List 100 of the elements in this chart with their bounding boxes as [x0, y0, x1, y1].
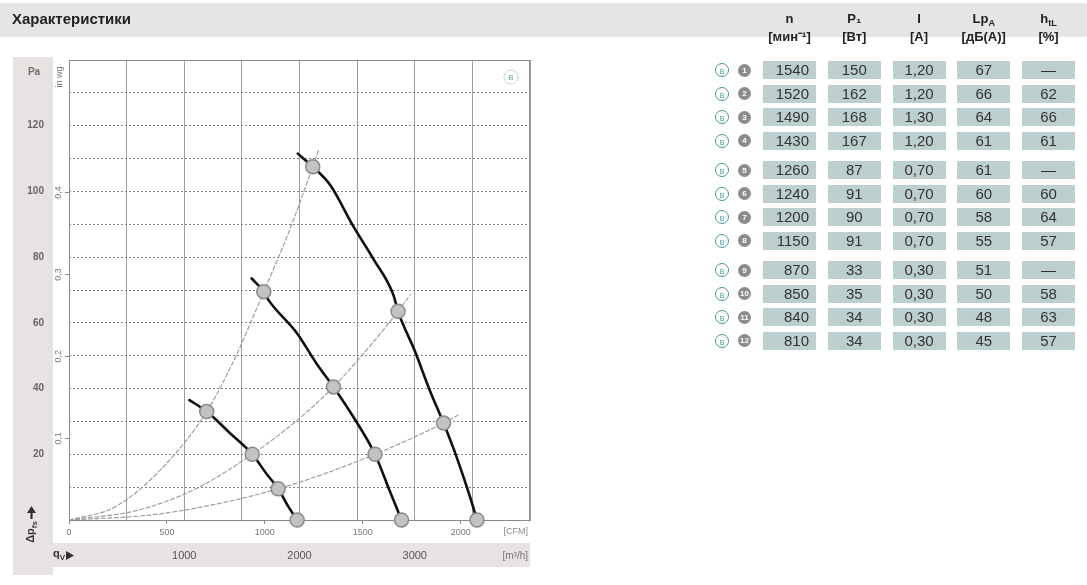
point [289, 512, 305, 528]
data-label: 1260 [775, 161, 809, 178]
data-label: 0,30 [904, 308, 934, 325]
y-tick-label: 10 [738, 287, 751, 300]
data-label: 1150 [776, 231, 809, 249]
x-tick-label: 1000 [172, 548, 197, 561]
data-label: 0,70 [904, 231, 934, 249]
y-tick-label: 1 [738, 63, 751, 77]
data-label: 1240 [775, 184, 809, 202]
x-tick-label: 3000 [402, 548, 427, 561]
y-tick-label: 11 [738, 310, 751, 324]
y-tick-label: 7 [738, 210, 751, 224]
x2-axis-title: [CFM] [503, 526, 528, 537]
data-label: 62 [1040, 84, 1057, 102]
data-label: 1,20 [904, 131, 934, 149]
data-label: 55 [975, 231, 993, 249]
data-label: 66 [1040, 108, 1057, 125]
x-tick-label: 2000 [287, 548, 312, 561]
data-label: 1520 [775, 84, 809, 102]
data-label: 0,30 [904, 284, 934, 302]
data-label: 57 [1040, 231, 1057, 249]
data-label: 57 [1040, 331, 1057, 349]
data-label: 162 [841, 84, 867, 102]
x-tick-label: Lp$_{A}$ [дБ(A)] [960, 10, 1007, 46]
data-label: 0,30 [904, 261, 934, 278]
y-tick-label: 4 [738, 134, 751, 147]
text: — [1041, 61, 1056, 78]
data-label: 1,20 [904, 84, 934, 102]
data-label: 34 [845, 331, 863, 349]
x2-tick-label: 2000 [450, 526, 471, 537]
x-tick-label: P₁ [Вт] [841, 10, 868, 46]
data-label: 34 [845, 308, 863, 325]
data-label: 60 [975, 184, 993, 202]
data-label: 168 [841, 108, 867, 125]
text: Δpfs [24, 520, 39, 543]
data-label: 50 [975, 284, 993, 302]
text: — [1041, 261, 1056, 278]
data-label: 58 [1040, 284, 1057, 302]
y-tick-label: 2 [738, 87, 751, 100]
data-label: 0,70 [904, 208, 934, 225]
point [393, 512, 410, 528]
data-label: 48 [975, 308, 993, 325]
x-tick-label: I [A] [908, 10, 929, 46]
data-label: 61 [1040, 131, 1057, 149]
y-tick-label: 9 [738, 263, 751, 277]
x2-tick-label: 1000 [254, 526, 275, 537]
y-tick-label: 3 [738, 110, 751, 124]
data-label: 850 [783, 284, 809, 302]
x2-tick-label: 1500 [352, 526, 373, 537]
point [325, 379, 342, 395]
data-label: 66 [975, 84, 993, 102]
data-label: 1540 [775, 61, 809, 78]
y-tick-label: 5 [738, 163, 751, 177]
data-label: 0,70 [904, 161, 934, 178]
x2-tick-label: 500 [159, 526, 175, 537]
data-label: 58 [975, 208, 993, 225]
text: — [1041, 161, 1056, 178]
data-label: 1490 [775, 108, 809, 125]
point [367, 446, 383, 463]
data-label: 150 [841, 61, 867, 78]
y-tick-label: 12 [738, 334, 751, 347]
data-label: 33 [845, 261, 863, 278]
point [198, 403, 215, 420]
point [469, 512, 485, 528]
point [305, 159, 321, 175]
data-label: 61 [975, 131, 993, 149]
data-label: 87 [845, 161, 863, 178]
annotation: B [508, 72, 514, 82]
data-label: 840 [783, 308, 809, 325]
x-tick-label: h$_{tL}$ [%] [1037, 10, 1060, 46]
point [270, 481, 286, 497]
data-label: 91 [845, 231, 863, 249]
data-label: 45 [975, 331, 993, 349]
y-tick-label: 6 [738, 187, 751, 200]
data-label: 64 [1040, 208, 1057, 225]
x-axis-title: [m³/h] [502, 549, 529, 561]
data-label: 60 [1040, 184, 1057, 202]
data-label: 167 [841, 131, 867, 149]
y2-tick-label: 0,1 [53, 431, 64, 445]
y2-tick-label: 0,4 [53, 186, 64, 199]
data-label: 35 [845, 284, 863, 302]
data-label: 90 [845, 208, 863, 225]
data-label: 1430 [775, 131, 809, 149]
data-label: 810 [783, 331, 809, 349]
y-tick-label: 120 [27, 119, 45, 131]
data-label: 0,30 [904, 331, 934, 349]
y2-axis-title: in wg [54, 66, 65, 88]
data-label: 51 [975, 261, 993, 278]
point [244, 446, 260, 463]
y2-tick-label: 0,3 [53, 268, 64, 281]
x-tick-label: n [мин⁻¹] [767, 10, 812, 46]
data-label: 61 [975, 161, 993, 178]
x2-tick-label: 0 [66, 526, 72, 537]
y-tick-label: 20 [32, 448, 45, 460]
point [435, 415, 452, 431]
point [390, 303, 406, 320]
y-axis-title: Pa [27, 65, 41, 77]
y-tick-label: 40 [32, 382, 45, 394]
y-tick-label: 80 [32, 250, 45, 262]
data-label: 1,20 [904, 61, 934, 78]
